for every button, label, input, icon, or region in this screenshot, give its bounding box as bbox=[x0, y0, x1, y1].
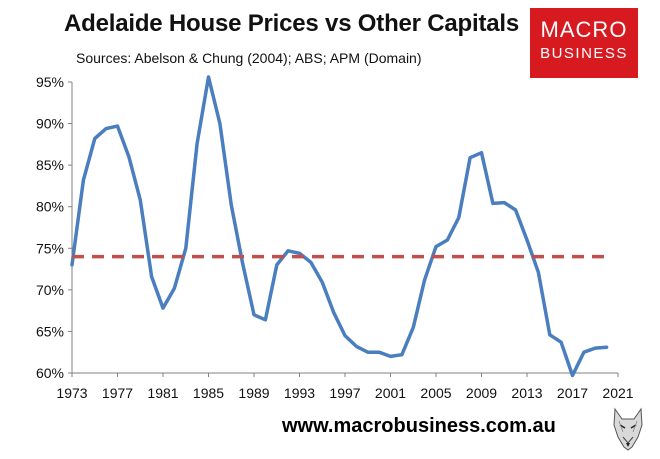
macrobusiness-logo[interactable]: MACRO BUSINESS bbox=[530, 8, 638, 78]
chart-axes bbox=[71, 82, 618, 374]
price-ratio-line bbox=[70, 75, 609, 378]
website-url[interactable]: www.macrobusiness.com.au bbox=[282, 415, 556, 437]
x-tick-label: 2013 bbox=[511, 385, 542, 401]
y-tick-label: 60% bbox=[36, 365, 64, 381]
x-tick-label: 1985 bbox=[193, 385, 224, 401]
x-tick-label: 1997 bbox=[329, 385, 360, 401]
x-tick-label: 1973 bbox=[56, 385, 87, 401]
x-axis-ticks: 1973 1977 1981 1985 1989 1993 1997 2001 2005 2009… bbox=[56, 373, 634, 401]
x-tick-label: 2005 bbox=[420, 385, 451, 401]
y-tick-label: 75% bbox=[36, 240, 64, 256]
y-tick-label: 70% bbox=[36, 282, 64, 298]
y-tick-label: 80% bbox=[36, 199, 64, 215]
x-tick-label: 2009 bbox=[466, 385, 497, 401]
chart-series bbox=[70, 75, 609, 378]
chart-title: Adelaide House Prices vs Other Capitals bbox=[64, 10, 520, 37]
x-tick-label: 2021 bbox=[602, 385, 633, 401]
x-tick-label: 2001 bbox=[375, 385, 406, 401]
y-tick-label: 85% bbox=[36, 157, 64, 173]
x-tick-label: 1977 bbox=[102, 385, 133, 401]
logo-line-macro: MACRO bbox=[540, 17, 628, 42]
y-tick-label: 65% bbox=[36, 323, 64, 339]
wolf-head-icon bbox=[613, 407, 643, 451]
x-tick-label: 2017 bbox=[557, 385, 588, 401]
y-tick-label: 95% bbox=[36, 74, 64, 90]
x-tick-label: 1993 bbox=[284, 385, 315, 401]
x-tick-label: 1981 bbox=[147, 385, 178, 401]
logo-line-business: BUSINESS bbox=[540, 45, 628, 62]
x-tick-label: 1989 bbox=[238, 385, 269, 401]
y-tick-label: 90% bbox=[36, 116, 64, 132]
y-axis-ticks: 60% 65% 70% 75% 80% 85% 90% 95% bbox=[36, 74, 72, 381]
chart-subtitle: Sources: Abelson & Chung (2004); ABS; AP… bbox=[76, 50, 422, 66]
